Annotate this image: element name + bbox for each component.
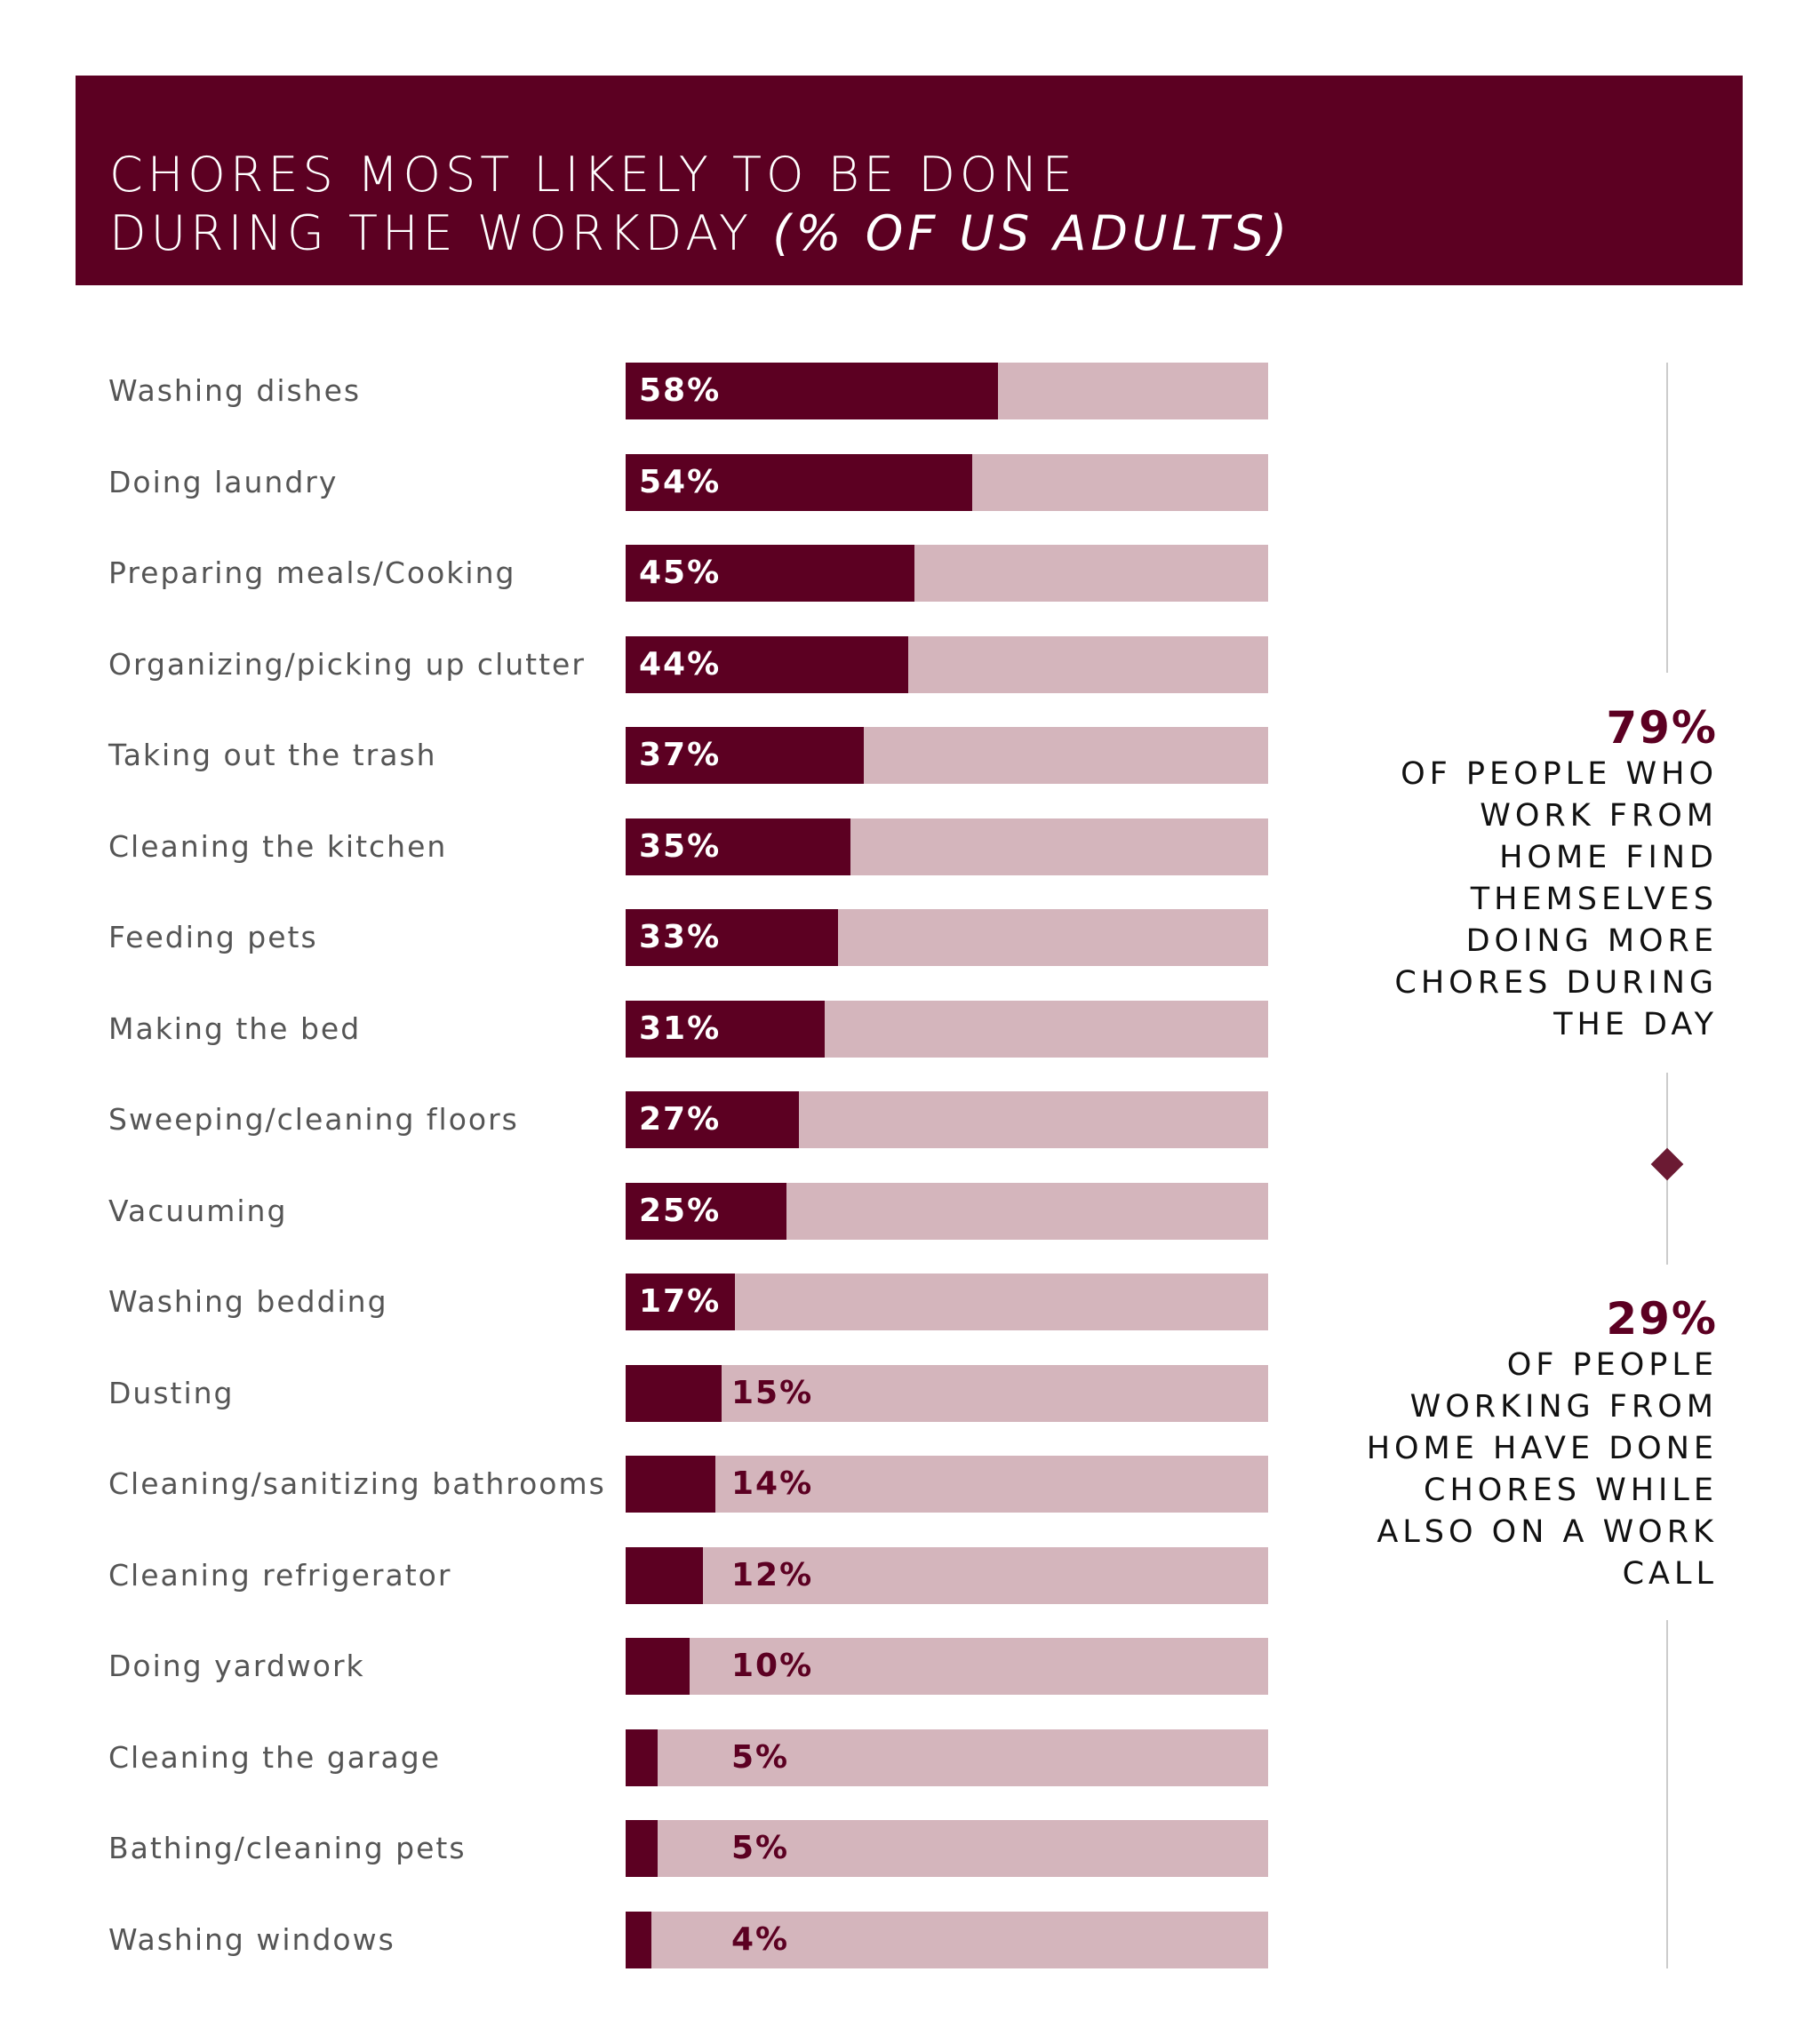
chart-title-main: DURING THE WORKDAY [109, 205, 754, 261]
bar [626, 1274, 735, 1330]
category-label: Washing bedding [108, 1284, 388, 1319]
bar [626, 727, 864, 784]
data-label: 4% [731, 1920, 790, 1958]
bar [626, 545, 915, 602]
data-label: 44% [639, 645, 722, 683]
callout-79: 79% OF PEOPLE WHO WORK FROM HOME FIND TH… [1362, 702, 1718, 1046]
category-label: Feeding pets [108, 920, 318, 954]
category-label: Vacuuming [108, 1193, 288, 1228]
bar [626, 1182, 786, 1240]
data-label: 12% [731, 1556, 814, 1593]
data-label: 15% [731, 1374, 814, 1411]
bar [626, 1456, 716, 1513]
category-label: Doing yardwork [108, 1649, 365, 1683]
category-label: Sweeping/cleaning floors [108, 1102, 519, 1137]
bar [626, 635, 909, 693]
divider-line [1666, 1620, 1668, 1968]
bar-track [626, 1729, 1268, 1786]
callout-text: OF PEOPLE WORKING FROM HOME HAVE DONE CH… [1366, 1347, 1718, 1592]
data-label: 58% [639, 372, 722, 409]
bar [626, 1364, 722, 1422]
category-label: Cleaning/sanitizing bathrooms [108, 1466, 606, 1501]
category-label: Organizing/picking up clutter [108, 646, 586, 682]
category-label: Taking out the trash [108, 738, 437, 772]
bar [626, 1911, 651, 1968]
category-label: Doing laundry [108, 464, 339, 499]
data-label: 45% [639, 555, 722, 591]
category-label: Washing windows [108, 1921, 395, 1957]
data-label: 33% [639, 919, 722, 955]
category-label: Cleaning the garage [108, 1739, 442, 1775]
data-label: 35% [639, 827, 722, 865]
callout-number: 29% [1606, 1293, 1718, 1345]
callout-number: 79% [1606, 702, 1718, 754]
bar-track [626, 1820, 1268, 1877]
bar [626, 818, 851, 875]
data-label: 17% [639, 1283, 722, 1320]
category-label: Cleaning the kitchen [108, 828, 448, 864]
category-label: Making the bed [108, 1010, 362, 1046]
data-label: 25% [639, 1192, 722, 1229]
bar [626, 363, 999, 419]
data-label: 54% [639, 463, 722, 500]
data-label: 37% [639, 737, 722, 773]
data-label: 5% [731, 1830, 790, 1866]
chart-title-line-2: DURING THE WORKDAY (% OF US ADULTS) [109, 205, 1291, 261]
data-label: 10% [731, 1648, 814, 1684]
category-label: Washing dishes [108, 373, 362, 408]
category-label: Preparing meals/Cooking [108, 555, 516, 590]
bar [626, 1638, 690, 1695]
data-label: 31% [639, 1010, 722, 1047]
category-label: Cleaning refrigerator [108, 1557, 452, 1593]
bar [626, 1820, 659, 1877]
bar-track [626, 1638, 1268, 1695]
chart-title-line-1: CHORES MOST LIKELY TO BE DONE [109, 147, 1077, 203]
bar [626, 1729, 659, 1786]
callout-text: OF PEOPLE WHO WORK FROM HOME FIND THEMSE… [1394, 756, 1718, 1042]
category-label: Bathing/cleaning pets [108, 1831, 467, 1865]
callout-29: 29% OF PEOPLE WORKING FROM HOME HAVE DON… [1362, 1293, 1718, 1595]
data-label: 5% [731, 1738, 790, 1776]
bar [626, 453, 973, 511]
bar [626, 909, 838, 966]
chart-title-banner: CHORES MOST LIKELY TO BE DONE DURING THE… [76, 76, 1743, 285]
bar [626, 1546, 703, 1604]
chart-title-suffix: (% OF US ADULTS) [772, 205, 1292, 261]
category-label: Dusting [108, 1375, 235, 1410]
bar-track [626, 1364, 1268, 1422]
divider-line [1666, 363, 1668, 673]
bar [626, 1091, 800, 1148]
data-label: 27% [639, 1101, 722, 1138]
bar-track [626, 1546, 1268, 1604]
bar [626, 1000, 826, 1058]
data-label: 14% [731, 1465, 814, 1502]
bar-track [626, 1456, 1268, 1513]
bar-track [626, 1911, 1268, 1968]
